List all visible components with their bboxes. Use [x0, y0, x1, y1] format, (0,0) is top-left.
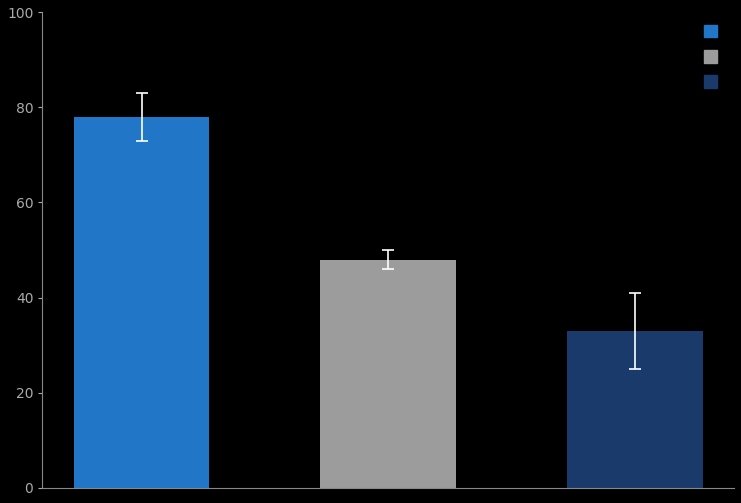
- Bar: [320, 260, 456, 487]
- Legend: , , : , ,: [698, 20, 727, 95]
- Bar: [74, 117, 210, 487]
- Bar: [567, 331, 702, 487]
